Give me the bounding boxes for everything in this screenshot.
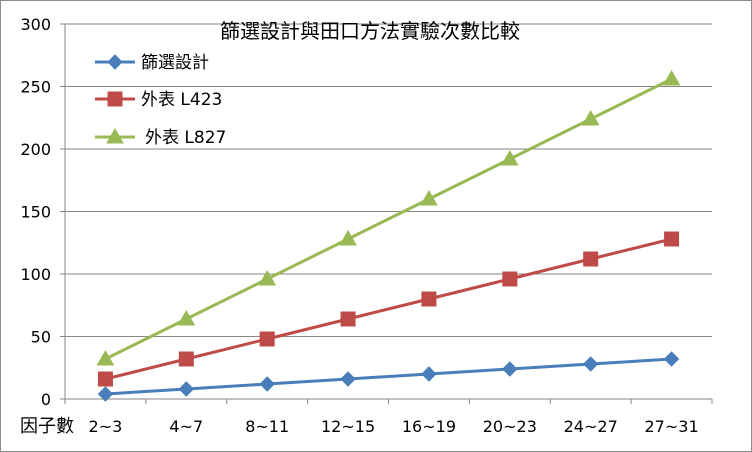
y-tick-label: 150 — [20, 203, 51, 222]
data-point — [662, 69, 681, 86]
data-point — [96, 349, 115, 366]
data-point — [178, 381, 195, 397]
data-point — [177, 309, 196, 326]
legend-item: 外表 L827 — [95, 127, 226, 148]
y-tick-label: 0 — [41, 390, 51, 409]
series-layer — [96, 69, 681, 402]
series-line — [105, 237, 672, 381]
x-tick-label: 20~23 — [483, 417, 537, 436]
x-tick-label: 16~19 — [402, 417, 456, 436]
data-point — [420, 189, 438, 206]
data-point — [97, 371, 113, 387]
data-point — [664, 231, 680, 247]
legend-label: 外表 L827 — [145, 128, 226, 148]
data-point — [663, 351, 680, 367]
data-point — [582, 356, 599, 372]
chart-title: 篩選設計與田口方法實驗次數比較 — [220, 19, 520, 43]
data-point — [421, 291, 437, 307]
legend-label: 外表 L423 — [141, 90, 222, 110]
y-tick-label: 300 — [20, 15, 51, 34]
data-point — [259, 376, 275, 392]
data-point — [421, 366, 437, 382]
data-point — [500, 149, 519, 166]
data-point — [340, 371, 356, 387]
data-point — [259, 331, 275, 347]
data-point — [583, 251, 599, 267]
legend-item: 外表 L423 — [95, 90, 222, 110]
x-tick-label: 2~3 — [89, 417, 123, 436]
data-point — [97, 386, 114, 402]
axes — [60, 23, 713, 404]
series-2 — [97, 231, 680, 387]
x-tick-label: 8~11 — [245, 417, 289, 436]
series-3 — [96, 69, 681, 366]
gridlines — [65, 23, 712, 337]
data-point — [258, 269, 277, 286]
y-tick-label: 200 — [20, 140, 51, 159]
series-1 — [97, 351, 680, 402]
data-point — [581, 109, 600, 126]
tick-labels: 0 50 100 150 200 250 300 2~3 4~7 8~11 12~15 16~19 20… — [20, 15, 698, 436]
legend-marker — [106, 127, 124, 144]
x-tick-label: 4~7 — [169, 417, 203, 436]
legend-marker — [107, 91, 123, 107]
y-tick-label: 50 — [31, 328, 51, 347]
series-line — [105, 357, 672, 396]
y-tick-label: 100 — [20, 265, 51, 284]
data-point — [339, 229, 357, 246]
legend-label: 篩選設計 — [141, 53, 209, 73]
data-point — [502, 271, 518, 287]
legend-marker — [107, 54, 123, 70]
y-tick-label: 250 — [20, 78, 51, 97]
data-point — [340, 311, 356, 327]
x-axis-title: 因子數 — [20, 416, 74, 437]
series-line — [104, 77, 673, 361]
data-point — [178, 351, 194, 367]
x-tick-label: 24~27 — [564, 417, 618, 436]
x-tick-label: 12~15 — [321, 417, 375, 436]
data-point — [502, 361, 518, 377]
x-tick-label: 27~31 — [645, 417, 699, 436]
legend-item: 篩選設計 — [95, 53, 209, 73]
